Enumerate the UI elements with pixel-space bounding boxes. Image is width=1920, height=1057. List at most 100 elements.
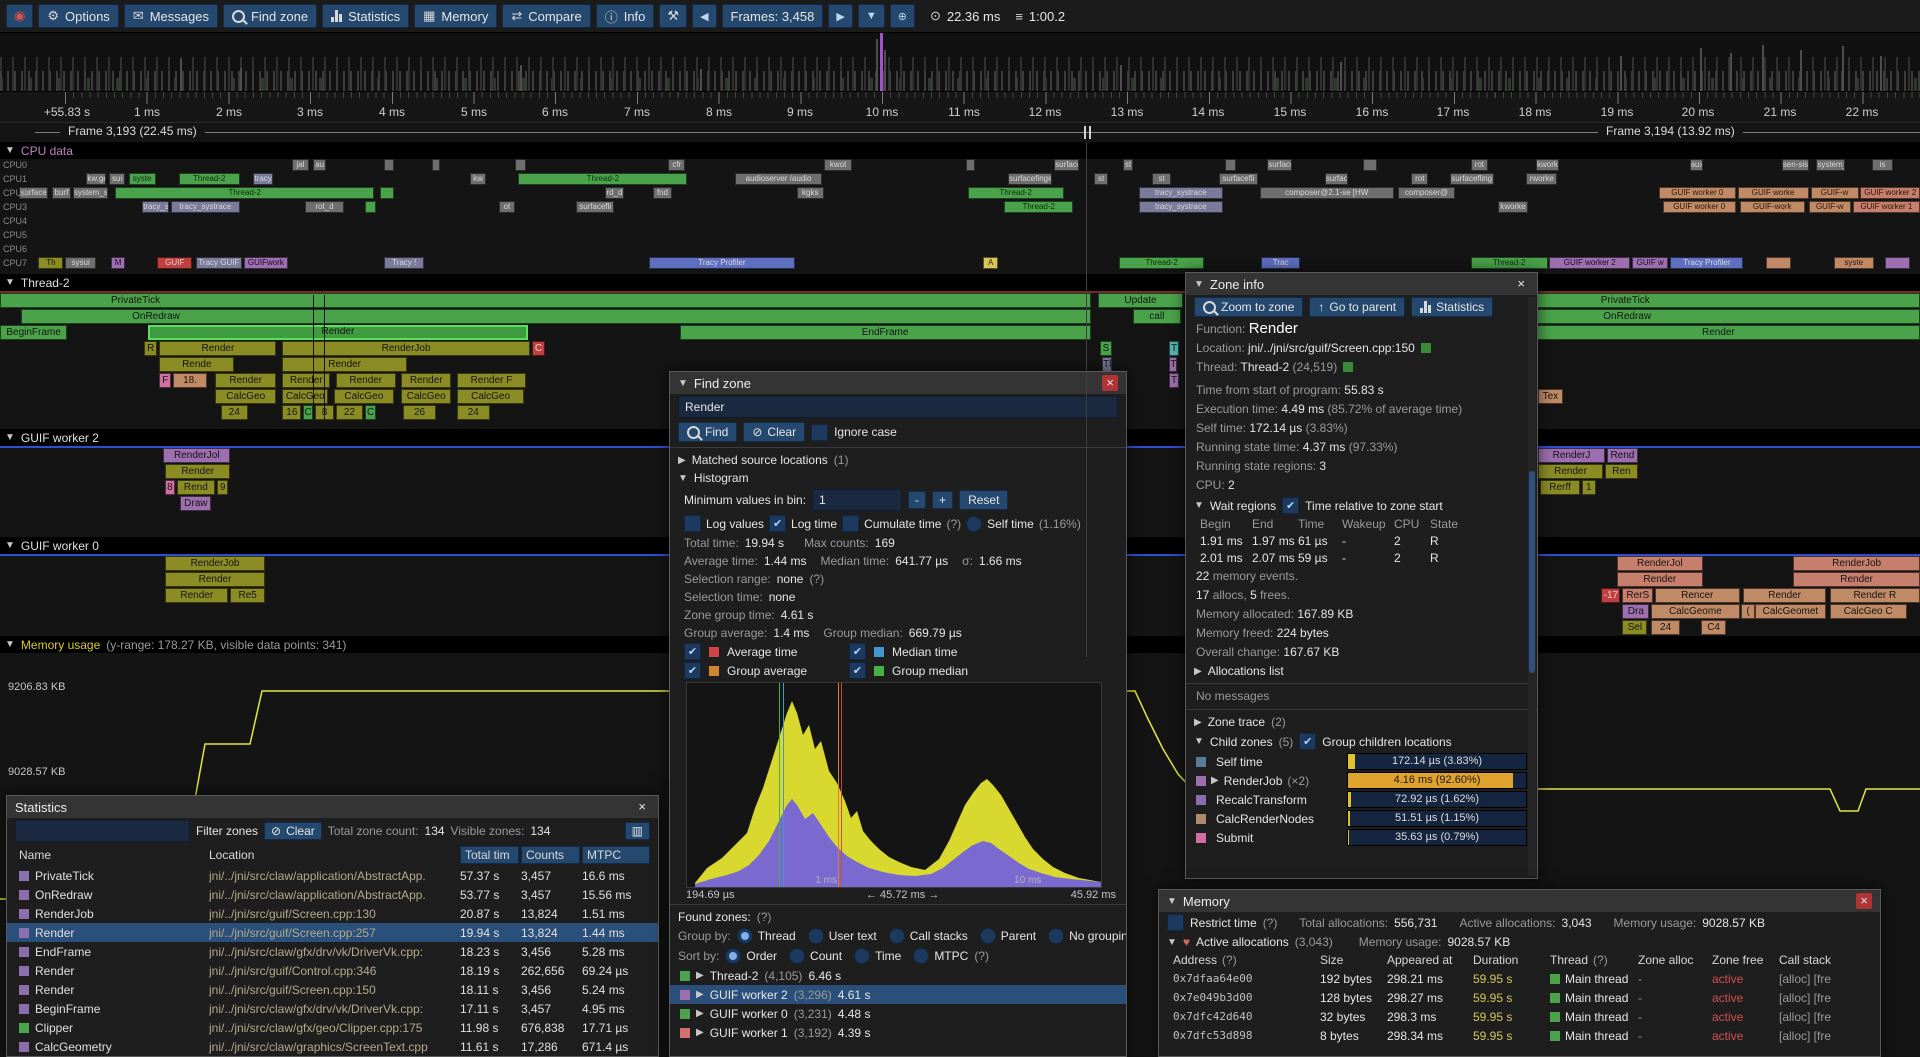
- close-icon[interactable]: ×: [1517, 276, 1525, 291]
- help-hint[interactable]: (?): [756, 910, 772, 924]
- cpu-zone[interactable]: tracy_systrace: [1138, 187, 1224, 199]
- statistics-table-row[interactable]: EndFrame jni/../jni/src/claw/gfx/drv/vk/…: [7, 942, 658, 961]
- zone[interactable]: Ren: [1605, 464, 1638, 479]
- zone-info-window-titlebar[interactable]: ▼ Zone info ×: [1186, 273, 1537, 295]
- cpu-zone[interactable]: [380, 187, 394, 199]
- cpu-zone[interactable]: tracy_syn: [142, 201, 169, 213]
- tools-button[interactable]: ⚒: [659, 4, 688, 28]
- zone[interactable]: Render: [282, 373, 331, 388]
- cpu-zone[interactable]: Tracy Profiler: [1670, 257, 1744, 269]
- statistics-table-row[interactable]: PrivateTick jni/../jni/src/claw/applicat…: [7, 866, 658, 885]
- cpu-zone[interactable]: cfr: [668, 159, 686, 171]
- zone[interactable]: 16: [282, 405, 302, 420]
- next-frame-button[interactable]: ▶: [828, 4, 853, 28]
- cpu-zone[interactable]: syste: [128, 173, 156, 185]
- options-button[interactable]: ⚙ Options: [38, 4, 119, 28]
- cpu-zone[interactable]: surfacefli: [576, 201, 615, 213]
- time-ruler[interactable]: +55.83 s 1 ms 2 ms 3 ms 4 ms 5 ms 6 ms 7 ms 8 ms…: [0, 92, 1920, 123]
- collapse-icon[interactable]: ▼: [678, 377, 688, 389]
- zone[interactable]: Render: [165, 464, 231, 479]
- group-by-option[interactable]: Call stacks: [888, 928, 968, 944]
- frame-minimap[interactable]: [0, 33, 1920, 92]
- child-zone-row[interactable]: ▶ RenderJob (×2) 4.16 ms (92.60%): [1186, 771, 1537, 790]
- zone[interactable]: CalcGeo C: [1829, 604, 1907, 619]
- statistics-button[interactable]: Statistics: [322, 4, 410, 28]
- zone[interactable]: 18.: [172, 373, 208, 388]
- histogram-legend-item[interactable]: Group average: [670, 661, 835, 680]
- zone[interactable]: 24: [1651, 620, 1680, 635]
- histogram-legend-item[interactable]: Group median: [835, 661, 1000, 680]
- zone[interactable]: Render: [159, 341, 277, 356]
- cpu-zone[interactable]: kw.ge: [86, 173, 106, 185]
- wait-regions-header[interactable]: ▼ Wait regions Time relative to zone sta…: [1186, 495, 1537, 516]
- zone[interactable]: R: [144, 341, 158, 356]
- cpu-zone[interactable]: kworke: [1497, 201, 1529, 213]
- wait-region-row[interactable]: 1.91 ms 1.97 ms 61 µs - 2 R: [1186, 533, 1537, 550]
- close-icon[interactable]: ×: [1856, 893, 1872, 909]
- self-time-radio[interactable]: [966, 515, 983, 532]
- cpu-zone[interactable]: is: [1872, 159, 1894, 171]
- cpu-zone[interactable]: Thread-2: [1119, 257, 1204, 269]
- find-zone-histogram[interactable]: 1 ms 10 ms: [686, 682, 1102, 888]
- collapse-icon[interactable]: ▼: [1167, 895, 1177, 907]
- limit-to-view-button[interactable]: ▥: [624, 822, 650, 840]
- zone[interactable]: Render: [1516, 325, 1920, 340]
- current-frame-marker[interactable]: [880, 33, 883, 91]
- legend-checkbox[interactable]: [684, 662, 701, 679]
- cpu-zone[interactable]: GUIF worker 1: [1852, 201, 1920, 213]
- cpu-zone[interactable]: aux: [1689, 159, 1704, 171]
- cpu-zone[interactable]: GUIF worke: [1737, 187, 1809, 199]
- legend-checkbox[interactable]: [849, 662, 866, 679]
- memory-button[interactable]: ▦ Memory: [414, 4, 498, 28]
- cpu-zone[interactable]: sui: [109, 173, 125, 185]
- cpu-zone[interactable]: GUIF: [157, 257, 192, 269]
- zone[interactable]: PrivateTick: [0, 293, 1091, 308]
- memory-column-header[interactable]: Address (?): [1173, 953, 1320, 967]
- help-hint[interactable]: (?): [974, 949, 989, 963]
- wait-region-row[interactable]: 2.01 ms 2.07 ms 59 µs - 2 R: [1186, 550, 1537, 567]
- cpu-zone[interactable]: surfacef: [1054, 159, 1080, 171]
- zone[interactable]: CalcGeo: [456, 389, 525, 404]
- cpu-zone[interactable]: fnd: [652, 187, 672, 199]
- zone[interactable]: call: [1132, 309, 1181, 324]
- zone[interactable]: Rerff: [1539, 480, 1581, 495]
- cpu-zone[interactable]: [432, 159, 440, 171]
- found-zone-group-row[interactable]: ▶ Thread-2 (4,105) 6.46 s: [670, 966, 1126, 985]
- cpu-zone[interactable]: surfacefling: [1449, 173, 1494, 185]
- cpu-zone[interactable]: surface: [19, 187, 48, 199]
- statistics-table-row[interactable]: Render jni/../jni/src/guif/Screen.cpp:15…: [7, 980, 658, 999]
- zone[interactable]: Render: [215, 373, 277, 388]
- thread-header[interactable]: ▼ Thread-2: [0, 274, 1920, 291]
- cpu-zone[interactable]: surfacefli: [1267, 159, 1293, 171]
- frame-label[interactable]: Frame 3,193 (22.45 ms): [60, 124, 205, 138]
- cpu-zone[interactable]: Th: [38, 257, 64, 269]
- cpu-zone[interactable]: syste: [1833, 257, 1874, 269]
- compare-button[interactable]: ⇄ Compare: [502, 4, 591, 28]
- cpu-zone[interactable]: [1363, 159, 1377, 171]
- zone[interactable]: Render: [282, 357, 408, 372]
- zone[interactable]: C: [531, 341, 546, 356]
- frames-counter-button[interactable]: Frames: 3,458: [721, 4, 824, 28]
- min-bin-input[interactable]: [812, 489, 903, 511]
- cpu-zone[interactable]: composer@: [1397, 187, 1456, 199]
- group-by-option[interactable]: User text: [807, 928, 877, 944]
- allocations-list-header[interactable]: ▶ Allocations list: [1186, 662, 1537, 680]
- call-stack-links[interactable]: [alloc] [fre: [1779, 990, 1832, 1005]
- zone[interactable]: Render: [165, 588, 229, 603]
- cpu-zone[interactable]: Thread-2: [1004, 201, 1074, 213]
- frames-row[interactable]: Frame 3,193 (22.45 ms) Frame 3,194 (13.9…: [0, 123, 1920, 142]
- memory-column-header[interactable]: Appeared at: [1387, 953, 1473, 967]
- cpu-zone[interactable]: GUIF worker 0: [1662, 201, 1736, 213]
- cpu-zone[interactable]: GUIF worker 2: [1860, 187, 1920, 199]
- zone[interactable]: CalcGeomet: [1754, 604, 1826, 619]
- restrict-time-checkbox[interactable]: [1167, 914, 1184, 931]
- zone[interactable]: Draw: [180, 496, 212, 511]
- cpu-zone[interactable]: ot: [499, 201, 515, 213]
- found-zone-group-row[interactable]: ▶ GUIF worker 1 (3,192) 4.39 s: [670, 1023, 1126, 1042]
- cpu-zone[interactable]: Thread-2: [1470, 257, 1548, 269]
- cpu-zone[interactable]: surfacefinge: [1008, 173, 1053, 185]
- found-zone-group-row[interactable]: ▶ GUIF worker 0 (3,231) 4.48 s: [670, 1004, 1126, 1023]
- zone[interactable]: Render: [336, 373, 396, 388]
- help-hint[interactable]: (?): [946, 516, 962, 531]
- zone[interactable]: OnRedraw: [21, 309, 1091, 324]
